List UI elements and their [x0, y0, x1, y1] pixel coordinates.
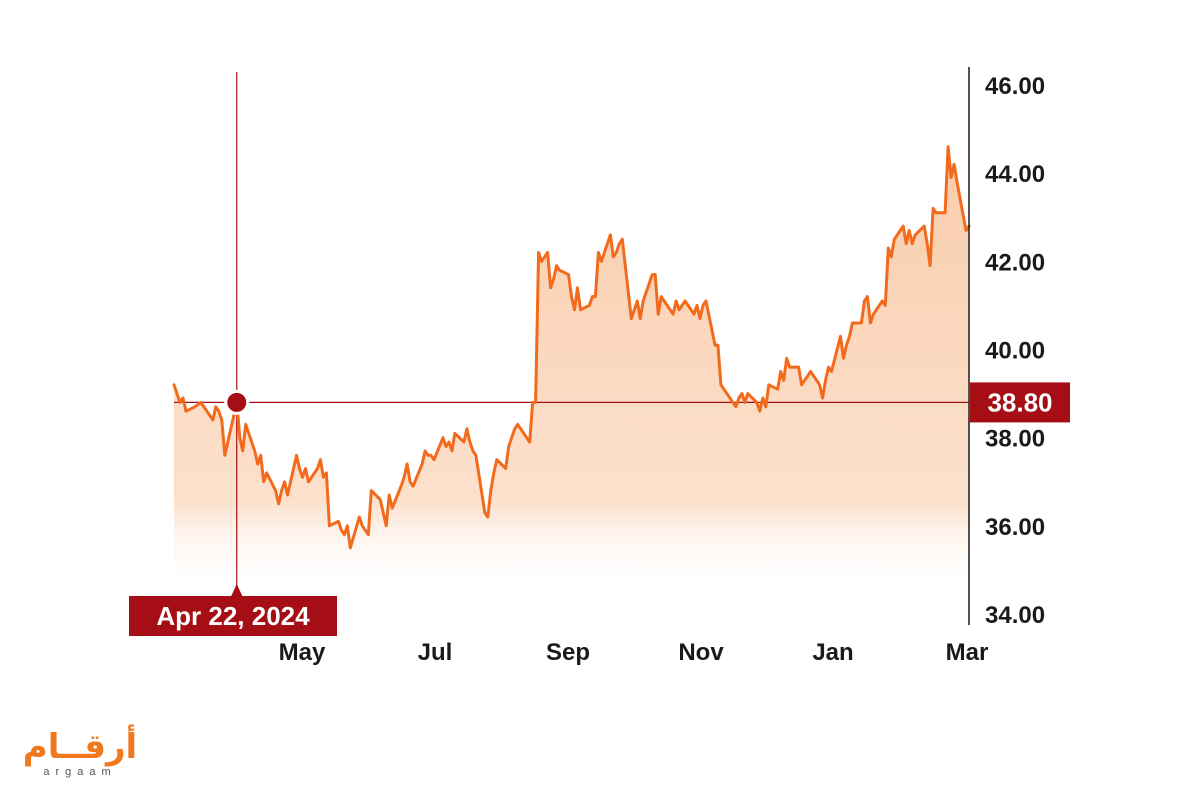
y-tick-label: 42.00 — [985, 249, 1045, 276]
x-tick-label: Nov — [678, 639, 724, 666]
y-tick-label: 44.00 — [985, 161, 1045, 188]
y-tick-label: 40.00 — [985, 338, 1045, 365]
date-tag: Apr 22, 2024 — [129, 584, 337, 636]
x-tick-label: May — [279, 639, 326, 666]
price-tag-background — [970, 382, 1070, 423]
logo-arabic-text: أرقــام — [23, 724, 137, 767]
argaam-logo: أرقــام argaam — [23, 724, 137, 778]
logo-latin-text: argaam — [43, 766, 116, 778]
date-tag-label: Apr 22, 2024 — [156, 601, 310, 631]
price-tag: 38.80 — [970, 382, 1070, 423]
y-tick-label: 36.00 — [985, 514, 1045, 541]
y-axis-ticks: 46.00 44.00 42.00 40.00 38.00 36.00 34.00 — [985, 73, 1045, 629]
y-tick-label: 34.00 — [985, 602, 1045, 629]
date-tag-background — [129, 596, 337, 636]
x-tick-label: Sep — [546, 639, 590, 666]
crosshair — [174, 72, 969, 590]
date-tag-pointer — [230, 584, 243, 597]
x-tick-label: Jul — [418, 639, 453, 666]
price-line — [172, 145, 971, 550]
x-tick-label: Jan — [812, 639, 853, 666]
highlight-point[interactable] — [224, 389, 250, 415]
price-area-fill — [174, 146, 969, 590]
x-axis-ticks: May Jul Sep Nov Jan Mar — [279, 639, 989, 666]
price-tag-label: 38.80 — [987, 387, 1052, 417]
y-tick-label: 38.00 — [985, 426, 1045, 453]
y-tick-label: 46.00 — [985, 73, 1045, 100]
x-tick-label: Mar — [946, 639, 989, 666]
